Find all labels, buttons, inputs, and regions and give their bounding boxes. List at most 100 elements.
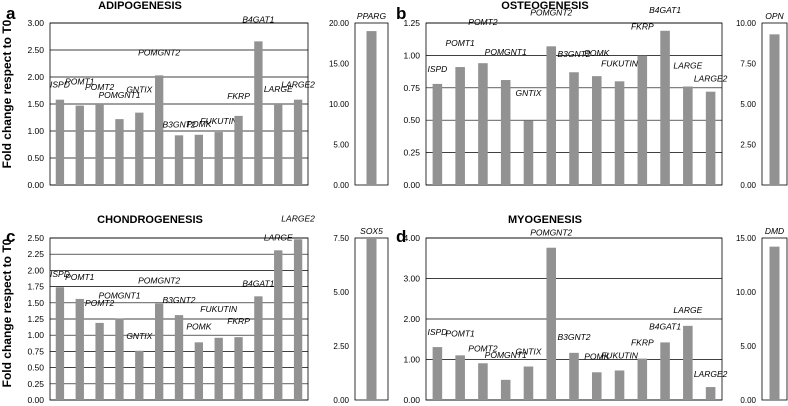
panel-b-bar-fukutin — [614, 81, 625, 185]
panel-d-bar-pomgnt2 — [546, 247, 557, 400]
panel-c-bar-pomgnt1 — [115, 318, 124, 400]
panel-d-ytick-label: 0.00 — [403, 395, 420, 405]
panel-c-bar-b4gat1 — [254, 296, 263, 400]
panel-d-bar-label: POMT1 — [446, 328, 476, 338]
panel-c-bar-pomt2 — [95, 322, 104, 400]
panel-a-bar-large — [274, 104, 283, 185]
panel-a-ytick-label: 0.50 — [27, 153, 44, 163]
panel-c-bar-label: LARGE — [264, 232, 293, 242]
panel-a-side-ytick-label: 0.00 — [333, 181, 349, 190]
panel-b-ytick-label: 0.75 — [403, 83, 420, 93]
panel-d-side-ytick-label: 15.00 — [736, 234, 757, 243]
panel-c-ytick-label: 0.00 — [27, 395, 44, 405]
panel-c-title: CHONDROGENESIS — [97, 214, 203, 226]
panel-a-bar-label: ISPD — [50, 80, 70, 90]
panel-a-bar-large2 — [293, 99, 303, 185]
panel-b-bar-label: POMGNT1 — [485, 47, 527, 57]
panel-c-side-ytick-label: 2.50 — [333, 342, 349, 351]
panel-c-bar-large2 — [293, 239, 303, 400]
panel-d-bar-label: POMK — [584, 351, 609, 361]
panel-a-ytick-label: 1.00 — [27, 126, 44, 136]
panel-d-bar-label: FUKUTIN — [601, 350, 639, 360]
panel-c-side-ytick-label: 0.00 — [333, 396, 349, 405]
panel-c-bar-label: FKRP — [227, 316, 250, 326]
panel-b-side-bar-label: OPN — [765, 11, 784, 21]
panel-b-bar-large — [683, 86, 693, 185]
panel-b-side-bar-opn — [769, 34, 780, 186]
panel-c-bar-pomgnt2 — [154, 303, 164, 400]
panel-a-side-ytick-label: 15.00 — [329, 60, 350, 69]
panel-d-bar-pomk — [591, 372, 602, 400]
panel-d-bar-label: B3GNT2 — [557, 332, 590, 342]
panel-c-ytick-label: 1.75 — [27, 282, 44, 292]
panel-d-letter: d — [396, 227, 406, 246]
panel-a-side-ytick-label: 20.00 — [329, 19, 350, 28]
panel-d-ytick-label: 2.00 — [403, 314, 420, 324]
panel-b-bar-pomk — [591, 76, 602, 185]
panel-c-bar-b3gnt2 — [174, 315, 184, 400]
panel-c-side-ytick-label: 7.50 — [333, 234, 349, 243]
panel-c-bar-label: POMT1 — [65, 272, 95, 282]
panel-c-side-ytick-label: 5.00 — [333, 288, 349, 297]
panel-b-bar-ispd — [432, 83, 443, 185]
panel-c-bar-large — [274, 250, 283, 400]
panel-b-bar-pomt1 — [455, 67, 465, 185]
panel-a-bar-label: POMT1 — [65, 77, 95, 87]
panel-d-bar-label: B4GAT1 — [649, 321, 681, 331]
panel-d-bar-pomt1 — [455, 355, 465, 400]
panel-c-bar-label: POMGNT2 — [138, 275, 180, 285]
panel-b-bar-fkrp — [637, 55, 648, 186]
panel-a-bar-label: B4GAT1 — [242, 14, 274, 24]
panel-b-bar-pomt2 — [478, 63, 488, 186]
panel-d-ytick-label: 1.00 — [403, 355, 420, 365]
panel-a-bar-pomt2 — [95, 104, 104, 185]
panel-b-bar-label: POMGNT2 — [530, 7, 572, 17]
panel-b-bar-large2 — [705, 91, 716, 185]
panel-d-title: MYOGENESIS — [508, 214, 582, 226]
panel-a-bar-pomk — [194, 134, 204, 185]
panel-d-bar-gntix — [523, 366, 534, 400]
panel-c-letter: c — [6, 227, 15, 246]
panel-b-ytick-label: 0.25 — [403, 148, 420, 158]
panel-c-bar-pomk — [194, 342, 204, 400]
panel-b-bar-label: GNTIX — [515, 88, 541, 98]
panel-d-bar-fkrp — [637, 358, 648, 400]
panel-a-bar-label: LARGE — [264, 84, 293, 94]
panel-c-bar-gntix — [135, 350, 144, 400]
panel-b-bar-label: POMT1 — [446, 38, 476, 48]
panel-d-bar-label: LARGE — [673, 305, 702, 315]
panel-d-bar-label: GNTIX — [515, 347, 541, 357]
panel-b-ytick-label: 0.50 — [403, 115, 420, 125]
panel-b-bar-label: LARGE — [673, 61, 702, 71]
panel-d-bar-label: POMGNT2 — [530, 228, 572, 238]
y-axis-label-top: Fold change respect to T0 — [0, 19, 14, 169]
panel-b-letter: b — [396, 4, 406, 23]
panel-d-bar-label: FKRP — [631, 338, 654, 348]
panel-d-side-ytick-label: 5.00 — [740, 342, 756, 351]
panel-b-ytick-label: 0.00 — [403, 180, 420, 190]
panel-a-title: ADIPOGENESIS — [98, 0, 182, 12]
panel-a-bar-label: POMGNT2 — [138, 47, 180, 57]
panel-c-ytick-label: 0.50 — [27, 363, 44, 373]
panel-b-side-ytick-label: 7.50 — [740, 60, 756, 69]
panel-c-side-bar-sox5 — [366, 238, 377, 400]
panel-c-bar-label: LARGE2 — [281, 213, 315, 223]
panel-c-side-bar-label: SOX5 — [360, 226, 383, 236]
panel-b-bar-pomgnt2 — [546, 46, 557, 185]
panel-a-side-ytick-label: 10.00 — [329, 100, 350, 109]
panel-c-bar-ispd — [55, 287, 65, 400]
panel-d-ytick-label: 4.00 — [403, 233, 420, 243]
panel-c-bar-label: FUKUTIN — [200, 304, 238, 314]
panel-b-bar-label: FUKUTIN — [601, 58, 639, 68]
panel-d-bar-b3gnt2 — [569, 352, 579, 400]
panel-d-bar-label: POMGNT1 — [485, 350, 527, 360]
panel-b-bar-label: LARGE2 — [694, 74, 728, 84]
panel-c-ytick-label: 2.25 — [27, 249, 44, 259]
panel-d-bar-ispd — [432, 347, 443, 400]
panel-b-ytick-label: 1.00 — [403, 50, 420, 60]
panel-b-side-ytick-label: 0.00 — [740, 181, 756, 190]
panel-c-ytick-label: 0.75 — [27, 346, 44, 356]
panel-a-bar-label: FUKUTIN — [200, 116, 238, 126]
panel-b-bar-label: ISPD — [427, 64, 447, 74]
panel-a-bar-pomgnt2 — [154, 75, 164, 185]
